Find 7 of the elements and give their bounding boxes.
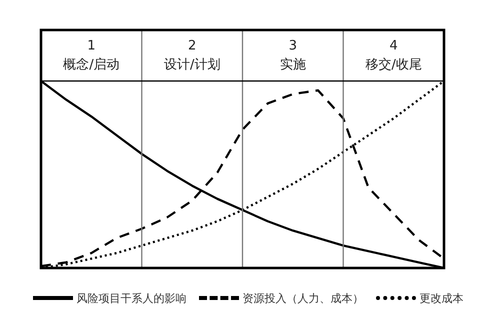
text: 4 移交/收尾 — [365, 38, 422, 72]
legend-label: 风险项目干系人的影响 — [76, 290, 186, 306]
text: 3 实施 — [280, 38, 306, 72]
legend-label: 更改成本 — [420, 290, 464, 306]
legend-label: 资源投入（人力、成本） — [242, 290, 364, 306]
text: 2 设计/计划 — [164, 38, 220, 72]
text: 1 概念/启动 — [63, 38, 120, 72]
